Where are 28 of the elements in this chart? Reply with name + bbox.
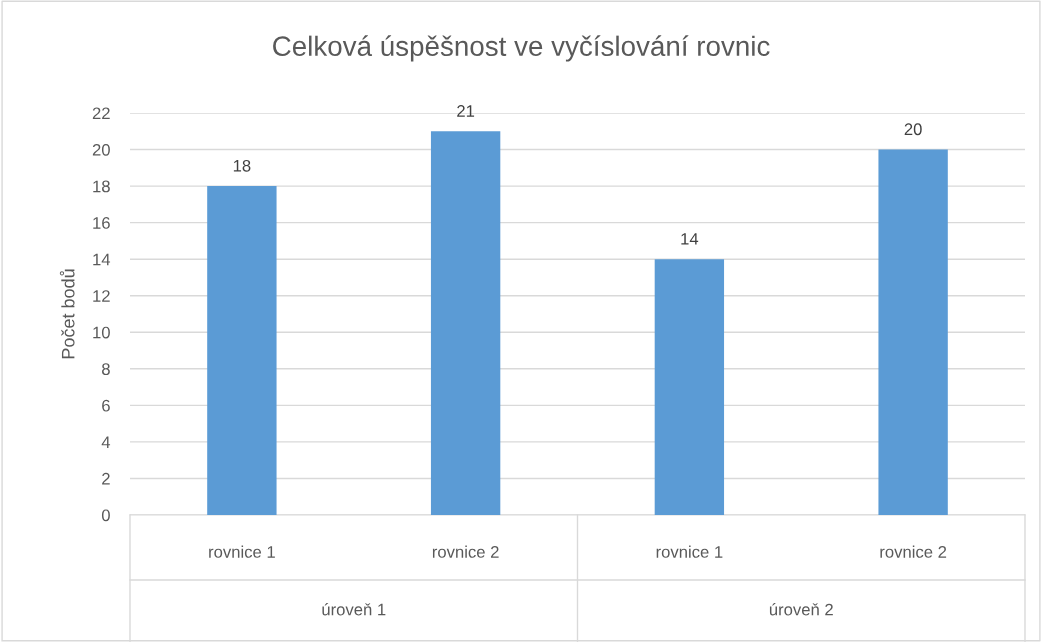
- data-label: 18: [233, 159, 251, 172]
- y-tick-label: 22: [92, 107, 110, 120]
- data-label: 20: [904, 123, 922, 136]
- y-tick-label: 16: [93, 217, 110, 229]
- y-tick-label: 0: [101, 509, 110, 522]
- x-tick-label: rovnice 2: [880, 545, 947, 558]
- bar: [878, 149, 948, 515]
- y-tick-label: 10: [93, 326, 110, 339]
- y-axis-title: Počet bodů: [59, 269, 75, 359]
- y-tick-label: 4: [101, 436, 111, 448]
- y-tick-label: 12: [93, 290, 110, 302]
- x-tick-label: rovnice 2: [432, 545, 499, 558]
- bar: [430, 131, 501, 515]
- x-tick-label: rovnice 1: [656, 545, 723, 558]
- text: úroveň 1: [322, 603, 386, 616]
- y-tick-label: 14: [93, 253, 111, 266]
- y-tick-label: 20: [92, 143, 110, 156]
- y-tick-label: 6: [102, 399, 110, 412]
- bar: [654, 259, 725, 515]
- y-tick-label: 8: [102, 363, 110, 376]
- y-tick-label: 2: [102, 472, 110, 485]
- y-tick-label: 18: [93, 180, 110, 193]
- data-label: 21: [457, 105, 475, 117]
- data-label: 14: [681, 233, 699, 245]
- bar: [207, 186, 277, 515]
- chart-title: Celková úspěšnost ve vyčíslování rovnic: [273, 35, 770, 62]
- x-tick-label: rovnice 1: [209, 545, 275, 558]
- text: úroveň 2: [769, 603, 833, 616]
